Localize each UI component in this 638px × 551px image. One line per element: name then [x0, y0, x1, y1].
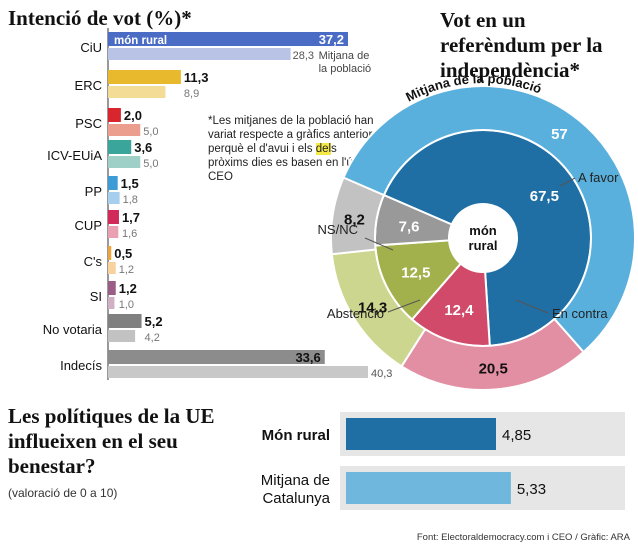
- vote-bar-average: [108, 297, 115, 309]
- vote-value-rural: 3,6: [134, 140, 152, 155]
- source-credit: Font: Electoraldemocracy.com i CEO / Grà…: [416, 532, 630, 543]
- vote-value-average: 28,3: [293, 50, 314, 62]
- vote-chart-title: Intenció de vot (%)*: [8, 6, 192, 30]
- donut-value-label-average: 20,5: [479, 361, 508, 378]
- leader-line: [515, 299, 549, 314]
- vote-value-rural: 33,6: [295, 350, 320, 365]
- vote-bar-rural: [108, 350, 325, 364]
- eu-category-label: Mitjana de: [261, 472, 330, 489]
- donut-value-label-average: 57: [551, 126, 568, 143]
- vote-bar-rural: [108, 176, 118, 190]
- eu-category-label: Catalunya: [262, 490, 330, 507]
- donut-category-label: Abstenció: [327, 306, 384, 321]
- vote-value-rural: 37,2: [319, 32, 344, 47]
- eu-bar: [346, 472, 511, 504]
- vote-bar-average: [108, 226, 119, 238]
- vote-value-average: 5,0: [143, 158, 158, 170]
- footnote-text-end: s pròxims dies es basen en l'últim CEO: [208, 143, 371, 183]
- vote-value-average: 1,0: [119, 299, 134, 311]
- donut-value-label-rural: 67,5: [530, 188, 559, 205]
- vote-value-average: 5,0: [143, 126, 158, 138]
- vote-bar-rural: [108, 32, 348, 46]
- vote-value-average: 40,3: [371, 368, 392, 380]
- vote-bar-average: [108, 330, 136, 342]
- leader-line: [387, 299, 421, 313]
- donut-center: [450, 205, 516, 271]
- vote-category-label: SI: [90, 289, 102, 304]
- vote-value-rural: 1,5: [121, 176, 139, 191]
- vote-value-average: 1,2: [119, 264, 134, 276]
- vote-bar-average: [108, 86, 166, 98]
- donut-value-label-rural: 12,4: [444, 302, 474, 319]
- vote-value-average: 8,9: [184, 88, 199, 100]
- donut-center-label: món: [469, 223, 497, 238]
- donut-category-label: NS/NC: [318, 222, 358, 237]
- vote-legend-average: Mitjana de la població: [319, 50, 372, 75]
- vote-bar-average: [108, 262, 116, 274]
- vote-category-label: PSC: [75, 116, 102, 131]
- eu-chart-title: Les polítiques de la UE influeixen en el…: [8, 404, 215, 478]
- eu-value-label: 4,85: [502, 427, 531, 444]
- donut-value-label-rural: 12,5: [401, 264, 430, 281]
- vote-bar-rural: [108, 246, 112, 260]
- vote-legend-rural: món rural: [114, 35, 167, 47]
- vote-category-label: ICV-EUiA: [47, 148, 102, 163]
- vote-value-rural: 1,2: [119, 281, 137, 296]
- eu-chart-subtitle: (valoració de 0 a 10): [8, 486, 118, 500]
- leader-line: [364, 237, 394, 251]
- donut-slice-average: [330, 176, 386, 256]
- vote-value-rural: 0,5: [114, 246, 132, 261]
- vote-bar-average: [108, 366, 368, 378]
- donut-value-label-rural: 7,6: [399, 218, 420, 235]
- footnote: *Les mitjanes de la població han variat …: [208, 114, 380, 184]
- eu-category-label: Món rural: [262, 427, 330, 444]
- vote-bar-rural: [108, 140, 132, 154]
- vote-value-average: 1,6: [122, 228, 137, 240]
- vote-value-rural: 5,2: [145, 314, 163, 329]
- donut-category-label: A favor: [578, 170, 619, 185]
- referendum-chart-title: Vot en un referèndum per la independènci…: [440, 8, 603, 82]
- vote-value-rural: 2,0: [124, 108, 142, 123]
- vote-bar-rural: [108, 70, 181, 84]
- vote-category-label: CiU: [80, 40, 102, 55]
- footnote-text-start: *Les mitjanes de la població han variat …: [208, 115, 379, 155]
- vote-category-label: C's: [84, 254, 103, 269]
- vote-bar-average: [108, 192, 120, 204]
- donut-value-label-average: 14,3: [358, 300, 387, 317]
- vote-category-label: ERC: [75, 78, 102, 93]
- vote-category-label: No votaria: [43, 322, 103, 337]
- vote-bar-average: [108, 124, 141, 136]
- vote-category-label: PP: [85, 184, 102, 199]
- vote-bar-rural: [108, 108, 121, 122]
- vote-category-label: CUP: [75, 218, 102, 233]
- eu-value-label: 5,33: [517, 481, 546, 498]
- donut-slice-average: [342, 85, 636, 354]
- leader-line: [559, 177, 576, 187]
- vote-bar-rural: [108, 210, 119, 224]
- vote-category-label: Indecís: [60, 358, 102, 373]
- vote-bar-average: [108, 156, 141, 168]
- vote-value-average: 1,8: [123, 194, 138, 206]
- vote-value-average: 4,2: [145, 332, 160, 344]
- eu-bar: [346, 418, 496, 450]
- vote-bar-rural: [108, 314, 142, 328]
- donut-category-label: En contra: [552, 306, 608, 321]
- vote-bar-rural: [108, 281, 116, 295]
- footnote-highlight: del: [315, 143, 332, 155]
- donut-value-label-average: 8,2: [344, 211, 365, 228]
- vote-value-rural: 11,3: [184, 70, 209, 85]
- vote-bar-average: [108, 48, 291, 60]
- donut-center-label: rural: [469, 238, 498, 253]
- vote-value-rural: 1,7: [122, 210, 140, 225]
